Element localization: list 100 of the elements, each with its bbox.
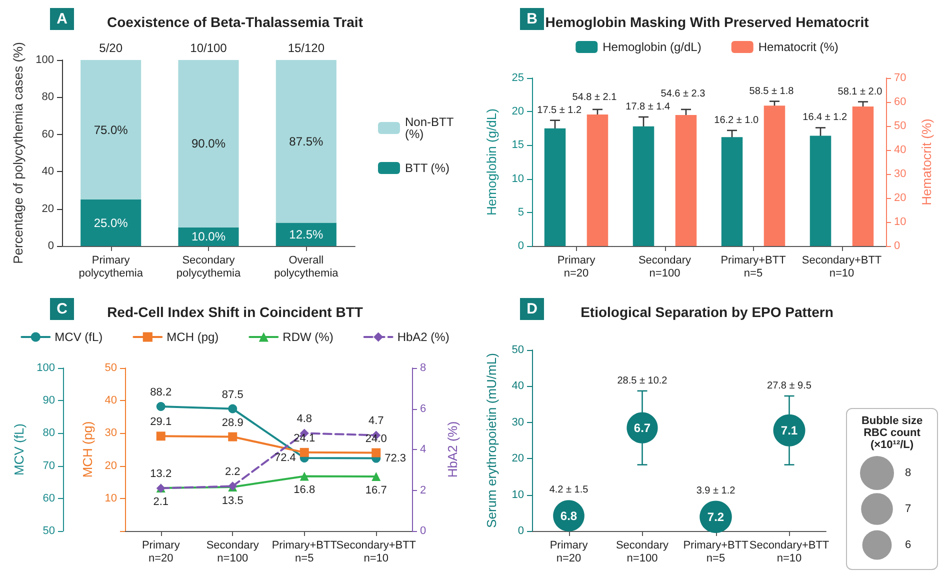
bubble-size-legend: Bubble size RBC count (×10¹²/L) 8 7 6 <box>846 408 938 570</box>
y3-axis-title: HbA2 (%) <box>445 421 460 478</box>
y2-tick-label: 0 <box>894 240 900 252</box>
y3-tick-label: 4 <box>420 444 426 456</box>
legend-label: Hemoglobin (g/dL) <box>602 40 702 54</box>
y-tick-label: 10 <box>512 488 524 501</box>
y2-tick-label: 50 <box>894 120 906 132</box>
chart-title: Red-Cell Index Shift in Coincident BTT <box>107 304 364 320</box>
legend-label: Hematocrit (%) <box>758 40 838 54</box>
text: B <box>526 10 538 28</box>
annotation: 5/20 <box>99 41 123 55</box>
data-label: 10.0% <box>191 230 226 244</box>
data-label: 4.7 <box>368 415 384 428</box>
annotation: 6.7 <box>634 420 651 435</box>
y-tick-label: 25 <box>512 72 524 84</box>
x-tick-label: Primary+BTT n=5 <box>683 540 749 564</box>
y2-tick-label: 40 <box>104 394 117 407</box>
legend-label: BTT (%) <box>404 161 450 175</box>
data-label: 3.9 ± 1.2 <box>696 485 736 496</box>
y2-tick-label: 20 <box>104 460 117 472</box>
point <box>156 432 166 441</box>
x-tick-label: Primary n=20 <box>142 540 180 564</box>
y-axis-title: MCV (fL) <box>12 424 27 476</box>
chart-title: Coexistence of Beta-Thalassemia Trait <box>107 14 364 30</box>
y-tick-label: 15 <box>512 139 524 152</box>
x-tick-label: Secondary n=100 <box>616 540 670 564</box>
bar <box>276 222 336 246</box>
point <box>228 404 238 414</box>
data-label: 4.2 ± 1.5 <box>549 484 589 496</box>
x-tick-label: Secondary+BTT n=10 <box>802 254 882 280</box>
data-label: 16.8 <box>294 484 316 496</box>
bar <box>80 200 142 246</box>
y-axis-title: Percentage of polycythemia cases (%) <box>10 42 26 264</box>
data-label: 17.8 ± 1.4 <box>626 101 671 112</box>
y-tick-label: 50 <box>512 344 524 356</box>
data-label: 2.2 <box>224 466 240 478</box>
data-label: 58.5 ± 1.8 <box>749 86 794 97</box>
y-tick-label: 60 <box>42 128 54 140</box>
legend-title: Bubble size RBC count (×10¹²/L) <box>860 415 924 451</box>
y-tick-label: 20 <box>512 106 524 118</box>
y-tick-label: 20 <box>42 202 54 215</box>
point <box>156 402 166 411</box>
data-label: 13.2 <box>150 468 172 480</box>
point <box>372 472 381 482</box>
y-tick-label: 0 <box>518 240 524 252</box>
x-tick-label: Secondary+BTT n=10 <box>749 540 830 564</box>
x-tick-label: Secondary n=100 <box>638 254 692 280</box>
y-axis-title: Serum erythropoietin (mU/mL) <box>484 353 499 528</box>
x-tick-label: Primary+BTT n=5 <box>272 540 338 564</box>
y2-tick-label: 20 <box>894 192 906 204</box>
annotation: 7.2 <box>707 510 724 524</box>
annotation: 7.1 <box>780 423 798 438</box>
data-label: 28.5 ± 10.2 <box>617 375 668 386</box>
y-tick-label: 90 <box>42 394 55 407</box>
data-label: 29.1 <box>150 416 172 428</box>
data-label: 13.5 <box>222 494 244 507</box>
bar <box>178 60 239 228</box>
data-label: 88.2 <box>150 386 172 398</box>
y-tick-label: 100 <box>36 54 54 66</box>
y-tick-label: 40 <box>42 166 54 178</box>
data-label: 12.5% <box>289 227 324 242</box>
text: D <box>526 300 538 318</box>
y-tick-label: 5 <box>518 206 524 218</box>
point <box>228 432 238 442</box>
chart-title: Hemoglobin Masking With Preserved Hematocrit <box>545 14 870 30</box>
y2-tick-label: 60 <box>894 96 906 108</box>
x-tick-label: Secondary n=100 <box>206 540 260 564</box>
data-label: 28.9 <box>222 416 244 429</box>
y3-tick-label: 0 <box>420 525 426 537</box>
bar <box>80 60 142 200</box>
point <box>300 472 309 481</box>
x-tick-label: Secondary+BTT n=10 <box>336 540 416 564</box>
legend-label: 6 <box>905 539 912 551</box>
data-label: 54.6 ± 2.3 <box>660 88 706 100</box>
data-label: 16.2 ± 1.0 <box>714 114 760 126</box>
x-tick-label: Secondary polycythemia <box>176 254 242 280</box>
y2-tick-label: 40 <box>894 144 906 156</box>
data-label: 2.1 <box>153 496 169 508</box>
point <box>372 448 381 458</box>
data-label: 25.0% <box>94 216 128 230</box>
y2-axis-title: MCH (pg) <box>80 421 95 478</box>
annotation: 6.8 <box>560 508 578 523</box>
data-label: 24.0 <box>365 432 387 445</box>
y2-tick-label: 10 <box>894 216 906 228</box>
point <box>300 448 309 457</box>
annotation: 15/120 <box>288 41 325 55</box>
y-tick-label: 80 <box>42 91 54 104</box>
bar <box>276 60 336 223</box>
y2-tick-label: 30 <box>894 168 906 180</box>
data-label: 4.8 <box>296 413 312 426</box>
legend-label: MCH (pg) <box>166 330 219 344</box>
y-tick-label: 30 <box>512 416 524 428</box>
y-tick-label: 60 <box>42 492 55 504</box>
y-tick-label: 100 <box>36 362 55 374</box>
y3-tick-label: 2 <box>420 484 426 496</box>
chart-title: Etiological Separation by EPO Pattern <box>580 304 834 320</box>
x-tick-label: Primary polycythemia <box>78 254 144 280</box>
data-label: 87.5 <box>222 388 244 401</box>
legend-label: HbA2 (%) <box>397 330 450 344</box>
y-tick-label: 0 <box>518 525 524 537</box>
